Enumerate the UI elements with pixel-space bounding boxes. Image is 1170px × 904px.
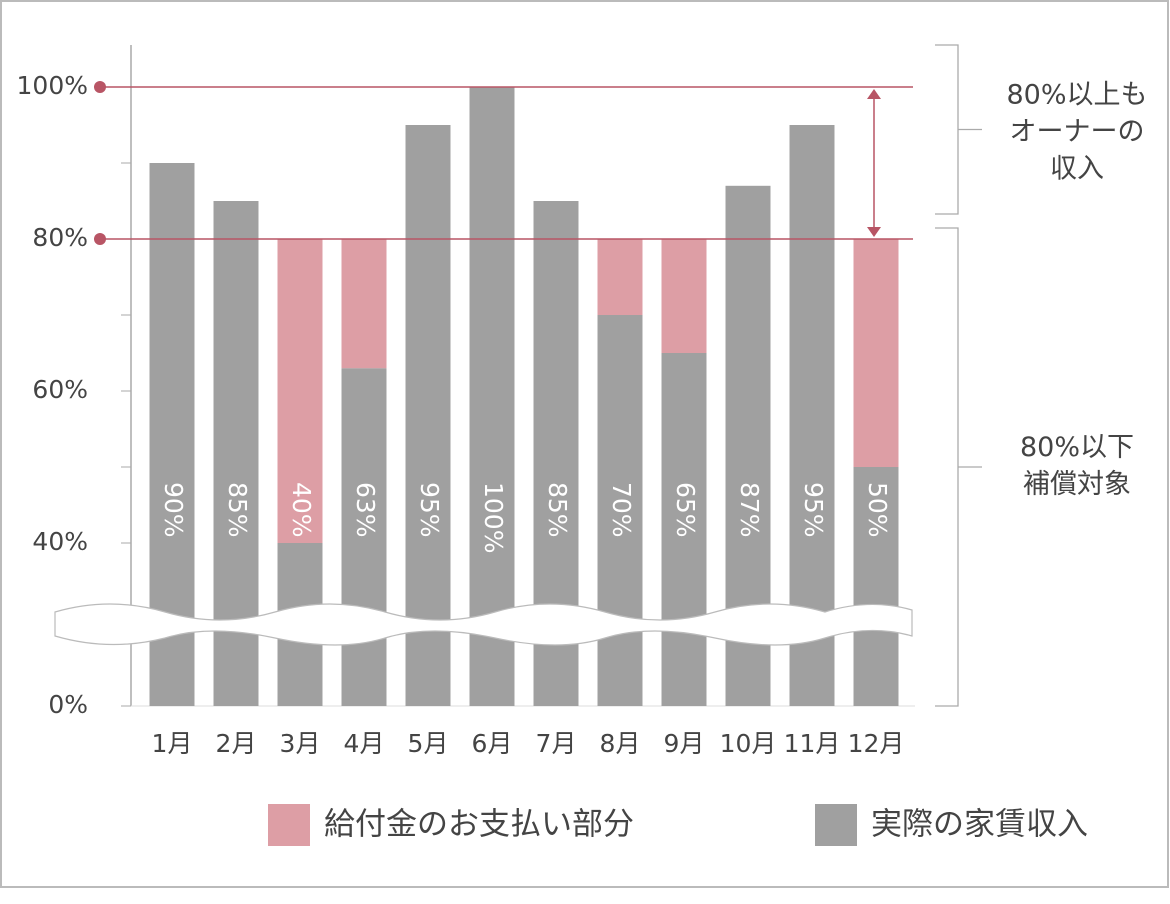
annotation: オーナーの <box>1010 117 1145 148</box>
annotation: 80%以上も <box>1006 80 1147 111</box>
arrow-head <box>867 227 881 237</box>
x-tick-label: 9月 <box>664 729 705 758</box>
data-label: 95% <box>415 482 444 538</box>
data-label: 63% <box>351 482 380 538</box>
bar <box>341 239 387 369</box>
data-label: 85% <box>223 482 252 538</box>
arrow-head <box>867 89 881 99</box>
data-label: 65% <box>671 482 700 538</box>
bar <box>341 368 387 706</box>
y-tick-label: 60% <box>32 375 88 404</box>
y-tick-label: 100% <box>17 71 88 100</box>
reference-dot <box>94 233 106 245</box>
data-label: 40% <box>287 482 316 538</box>
x-tick-label: 11月 <box>784 729 841 758</box>
bar <box>853 467 899 706</box>
x-tick-label: 4月 <box>344 729 385 758</box>
data-label: 85% <box>543 482 572 538</box>
legend-swatch <box>268 804 310 846</box>
bracket <box>935 44 982 215</box>
reference-dot <box>94 81 106 93</box>
data-label: 100% <box>479 482 508 553</box>
bar <box>597 315 643 706</box>
y-tick-label: 40% <box>32 527 88 556</box>
x-tick-label: 3月 <box>280 729 321 758</box>
axis-break <box>54 603 913 646</box>
annotation: 補償対象 <box>1023 469 1131 500</box>
bar <box>661 353 707 706</box>
bracket <box>935 227 982 707</box>
bar <box>469 87 515 706</box>
bar <box>661 239 707 353</box>
data-label: 95% <box>799 482 828 538</box>
y-tick-label: 80% <box>32 223 88 252</box>
x-tick-label: 6月 <box>472 729 513 758</box>
x-tick-label: 8月 <box>600 729 641 758</box>
legend-label: 実際の家賃収入 <box>871 807 1088 843</box>
x-tick-label: 12月 <box>848 729 905 758</box>
y-tick-label: 0% <box>48 690 88 719</box>
annotation: 収入 <box>1050 154 1104 185</box>
data-label: 70% <box>607 482 636 538</box>
x-tick-label: 1月 <box>152 729 193 758</box>
annotation: 80%以下 <box>1020 432 1134 463</box>
legend-swatch <box>815 804 857 846</box>
x-tick-label: 5月 <box>408 729 449 758</box>
overlay: 0% 40% 60% 80% 100% 1月 90% 2月 85% 3月 40% 4月 63% 5月 95%… <box>17 44 1148 846</box>
x-tick-label: 7月 <box>536 729 577 758</box>
bar <box>277 239 323 543</box>
data-label: 50% <box>863 482 892 538</box>
bar <box>405 125 451 706</box>
data-label: 90% <box>159 482 188 538</box>
bar <box>597 239 643 315</box>
x-tick-label: 10月 <box>720 729 777 758</box>
data-label: 87% <box>735 482 764 538</box>
legend-label: 給付金のお支払い部分 <box>324 807 634 843</box>
bar <box>853 239 899 467</box>
x-tick-label: 2月 <box>216 729 257 758</box>
